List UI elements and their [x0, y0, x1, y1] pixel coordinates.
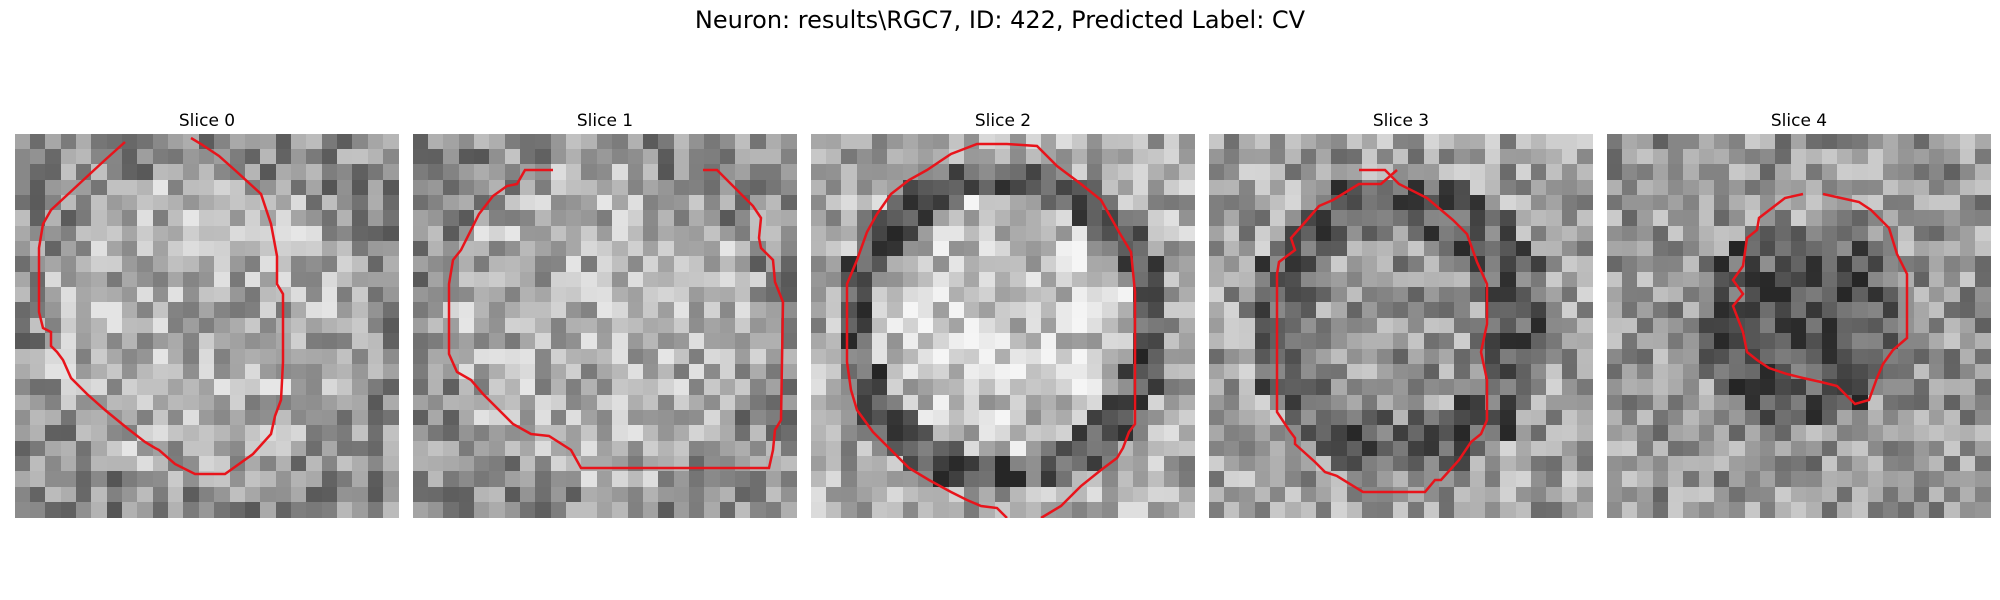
slice-panel-2: Slice 2: [811, 108, 1195, 518]
slice-image-3: [1209, 134, 1593, 518]
slice-image-1: [413, 134, 797, 518]
segmentation-contour-3: [1275, 168, 1489, 494]
slice-panel-4: Slice 4: [1607, 108, 1991, 518]
segmentation-contour-0: [37, 136, 285, 476]
contour-line: [845, 142, 1137, 518]
slice-title-3: Slice 3: [1372, 111, 1430, 131]
slice-image-2: [811, 134, 1195, 518]
contour-line: [1731, 192, 1909, 406]
slice-image-0: [15, 134, 399, 518]
segmentation-contour-2: [845, 142, 1137, 518]
contour-line: [37, 136, 285, 476]
slice-title-4: Slice 4: [1770, 111, 1828, 131]
slice-title-0: Slice 0: [178, 111, 236, 131]
slice-panel-0: Slice 0: [15, 108, 399, 518]
contour-line: [447, 168, 785, 470]
contour-line: [1275, 168, 1489, 494]
slice-panel-1: Slice 1: [413, 108, 797, 518]
slice-image-4: [1607, 134, 1991, 518]
segmentation-contour-1: [447, 168, 785, 470]
slice-title-2: Slice 2: [974, 111, 1032, 131]
slice-title-1: Slice 1: [576, 111, 634, 131]
figure-title: Neuron: results\RGC7, ID: 422, Predicted…: [694, 6, 1306, 34]
slice-panel-3: Slice 3: [1209, 108, 1593, 518]
segmentation-contour-4: [1731, 192, 1909, 406]
